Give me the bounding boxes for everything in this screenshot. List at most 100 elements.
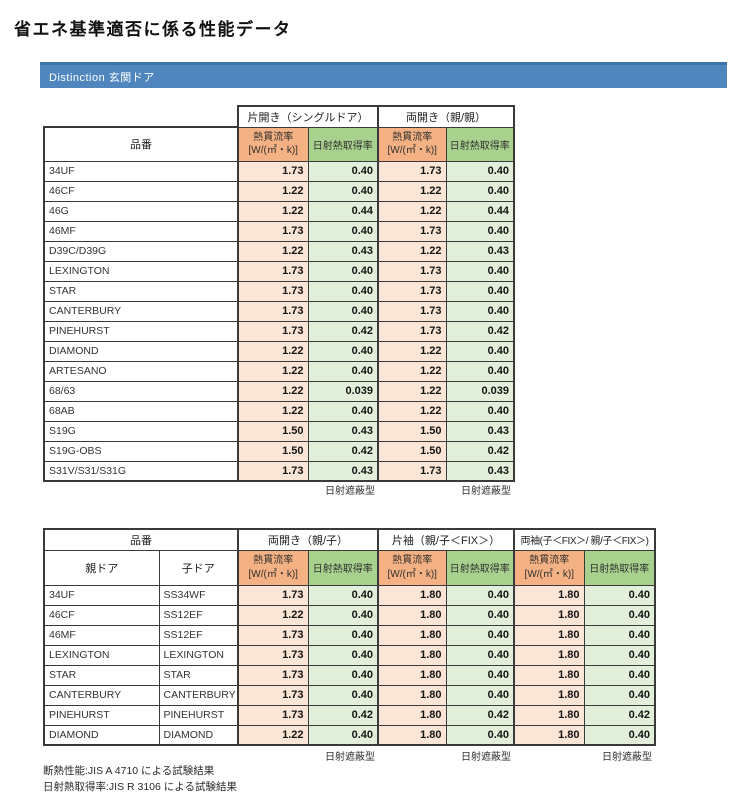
u-value-cell: 1.22 bbox=[377, 200, 447, 222]
solar-gain-cell: 0.40 bbox=[445, 360, 515, 382]
u-value-cell: 1.73 bbox=[237, 160, 309, 182]
performance-table-parent-child: 品番 両開き（親/子） 片袖（親/子＜FIX＞） 両袖(子＜FIX＞/ 親/子＜… bbox=[43, 528, 657, 746]
parent-door-cell: 46MF bbox=[43, 624, 160, 646]
table-row: D39C/D39G 1.22 0.43 1.22 0.43 bbox=[43, 240, 515, 262]
solar-gain-cell: 0.42 bbox=[307, 320, 379, 342]
u-value-cell: 1.50 bbox=[377, 440, 447, 462]
u-value-cell: 1.80 bbox=[377, 604, 447, 626]
group-header-single-sidelite: 片袖（親/子＜FIX＞） bbox=[376, 528, 515, 551]
parent-door-cell: LEXINGTON bbox=[43, 644, 160, 666]
u-value-cell: 1.73 bbox=[237, 280, 309, 302]
solar-gain-cell: 0.40 bbox=[583, 684, 657, 706]
u-value-cell: 1.73 bbox=[237, 584, 309, 606]
column-header-product: 品番 bbox=[43, 528, 239, 551]
table-row: 34UF SS34WF 1.73 0.40 1.80 0.40 1.80 0.40 bbox=[43, 584, 657, 606]
solar-gain-cell: 0.40 bbox=[307, 180, 379, 202]
u-value-cell: 1.22 bbox=[377, 240, 447, 262]
table-row: 46MF SS12EF 1.73 0.40 1.80 0.40 1.80 0.40 bbox=[43, 624, 657, 646]
product-code-cell: ARTESANO bbox=[43, 360, 239, 382]
solar-gain-cell: 0.40 bbox=[307, 624, 379, 646]
solar-gain-cell: 0.44 bbox=[307, 200, 379, 222]
u-value-cell: 1.22 bbox=[237, 724, 309, 746]
solar-gain-cell: 0.40 bbox=[445, 280, 515, 302]
table-row: S19G 1.50 0.43 1.50 0.43 bbox=[43, 420, 515, 442]
child-door-cell: SS34WF bbox=[158, 584, 239, 606]
u-value-cell: 1.22 bbox=[237, 360, 309, 382]
solar-gain-cell: 0.42 bbox=[445, 704, 515, 726]
column-header-solar-gain: 日射熱取得率 bbox=[445, 126, 515, 162]
footnote-insulation: 断熱性能:JIS A 4710 による試験結果 bbox=[43, 765, 215, 777]
u-value-cell: 1.80 bbox=[377, 644, 447, 666]
table-row: 46G 1.22 0.44 1.22 0.44 bbox=[43, 200, 515, 222]
solar-gain-cell: 0.40 bbox=[307, 260, 379, 282]
solar-gain-cell: 0.40 bbox=[307, 300, 379, 322]
u-value-cell: 1.50 bbox=[377, 420, 447, 442]
u-value-cell: 1.50 bbox=[237, 420, 309, 442]
solar-gain-cell: 0.40 bbox=[445, 604, 515, 626]
child-door-cell: CANTERBURY bbox=[158, 684, 239, 706]
child-door-cell: PINEHURST bbox=[158, 704, 239, 726]
solar-gain-cell: 0.40 bbox=[445, 400, 515, 422]
solar-gain-cell: 0.40 bbox=[583, 664, 657, 686]
page-title: 省エネ基準適否に係る性能データ bbox=[14, 20, 292, 39]
column-header-u-value: 熱貫流率 [W/(㎡・k)] bbox=[237, 549, 309, 586]
u-value-cell: 1.22 bbox=[237, 604, 309, 626]
solar-gain-cell: 0.40 bbox=[307, 340, 379, 362]
solar-gain-cell: 0.40 bbox=[445, 724, 515, 746]
shading-type-note: 日射遮蔽型 bbox=[325, 486, 375, 497]
table-row: 68AB 1.22 0.40 1.22 0.40 bbox=[43, 400, 515, 422]
solar-gain-cell: 0.039 bbox=[307, 380, 379, 402]
solar-gain-cell: 0.44 bbox=[445, 200, 515, 222]
performance-table-single-double: 片開き（シングルドア） 両開き（親/親） 品番 熱貫流率 [W/(㎡・k)] 日… bbox=[43, 105, 515, 482]
solar-gain-cell: 0.42 bbox=[583, 704, 657, 726]
u-value-cell: 1.80 bbox=[513, 664, 585, 686]
shading-type-note: 日射遮蔽型 bbox=[325, 752, 375, 763]
solar-gain-cell: 0.40 bbox=[583, 644, 657, 666]
u-value-cell: 1.80 bbox=[377, 584, 447, 606]
child-door-cell: STAR bbox=[158, 664, 239, 686]
table-row: LEXINGTON LEXINGTON 1.73 0.40 1.80 0.40 1.80 0.… bbox=[43, 644, 657, 666]
solar-gain-cell: 0.40 bbox=[445, 664, 515, 686]
u-value-cell: 1.73 bbox=[377, 160, 447, 182]
table-row: PINEHURST 1.73 0.42 1.73 0.42 bbox=[43, 320, 515, 342]
child-door-cell: SS12EF bbox=[158, 604, 239, 626]
solar-gain-cell: 0.40 bbox=[307, 604, 379, 626]
parent-door-cell: 34UF bbox=[43, 584, 160, 606]
table2-shading-notes: 日射遮蔽型 日射遮蔽型 日射遮蔽型 bbox=[43, 748, 654, 763]
solar-gain-cell: 0.42 bbox=[307, 440, 379, 462]
solar-gain-cell: 0.40 bbox=[583, 584, 657, 606]
child-door-cell: SS12EF bbox=[158, 624, 239, 646]
u-value-cell: 1.73 bbox=[377, 320, 447, 342]
product-code-cell: 46CF bbox=[43, 180, 239, 202]
solar-gain-cell: 0.42 bbox=[445, 440, 515, 462]
column-header-parent-door: 親ドア bbox=[43, 549, 160, 586]
u-value-cell: 1.73 bbox=[237, 664, 309, 686]
column-header-row: 親ドア 子ドア 熱貫流率 [W/(㎡・k)] 日射熱取得率 熱貫流率 [W/(㎡… bbox=[43, 549, 657, 586]
parent-door-cell: DIAMOND bbox=[43, 724, 160, 746]
footnote-solar-gain: 日射熱取得率:JIS R 3106 による試験結果 bbox=[43, 781, 237, 793]
u-value-unit: [W/(㎡・k)] bbox=[387, 145, 437, 156]
table-row: CANTERBURY 1.73 0.40 1.73 0.40 bbox=[43, 300, 515, 322]
table-row: 46MF 1.73 0.40 1.73 0.40 bbox=[43, 220, 515, 242]
u-value-cell: 1.80 bbox=[513, 684, 585, 706]
u-value-cell: 1.73 bbox=[237, 644, 309, 666]
u-value-cell: 1.80 bbox=[513, 644, 585, 666]
group-header-row: 品番 両開き（親/子） 片袖（親/子＜FIX＞） 両袖(子＜FIX＞/ 親/子＜… bbox=[43, 528, 657, 551]
u-value-label: 熱貫流率 bbox=[392, 555, 433, 566]
solar-gain-cell: 0.40 bbox=[307, 684, 379, 706]
u-value-unit: [W/(㎡・k)] bbox=[524, 568, 574, 580]
shading-type-note: 日射遮蔽型 bbox=[461, 752, 511, 763]
column-header-solar-gain: 日射熱取得率 bbox=[583, 549, 657, 586]
solar-gain-cell: 0.40 bbox=[445, 684, 515, 706]
column-header-row: 品番 熱貫流率 [W/(㎡・k)] 日射熱取得率 熱貫流率 [W/(㎡・k)] … bbox=[43, 126, 515, 162]
solar-gain-cell: 0.40 bbox=[307, 724, 379, 746]
table-row: PINEHURST PINEHURST 1.73 0.42 1.80 0.42 1.80 0.… bbox=[43, 704, 657, 726]
u-value-cell: 1.80 bbox=[377, 704, 447, 726]
u-value-unit: [W/(㎡・k)] bbox=[387, 568, 437, 580]
solar-gain-cell: 0.40 bbox=[445, 220, 515, 242]
product-code-cell: 68/63 bbox=[43, 380, 239, 402]
u-value-cell: 1.80 bbox=[513, 724, 585, 746]
table-row: STAR 1.73 0.40 1.73 0.40 bbox=[43, 280, 515, 302]
parent-door-cell: PINEHURST bbox=[43, 704, 160, 726]
table-row: 68/63 1.22 0.039 1.22 0.039 bbox=[43, 380, 515, 402]
